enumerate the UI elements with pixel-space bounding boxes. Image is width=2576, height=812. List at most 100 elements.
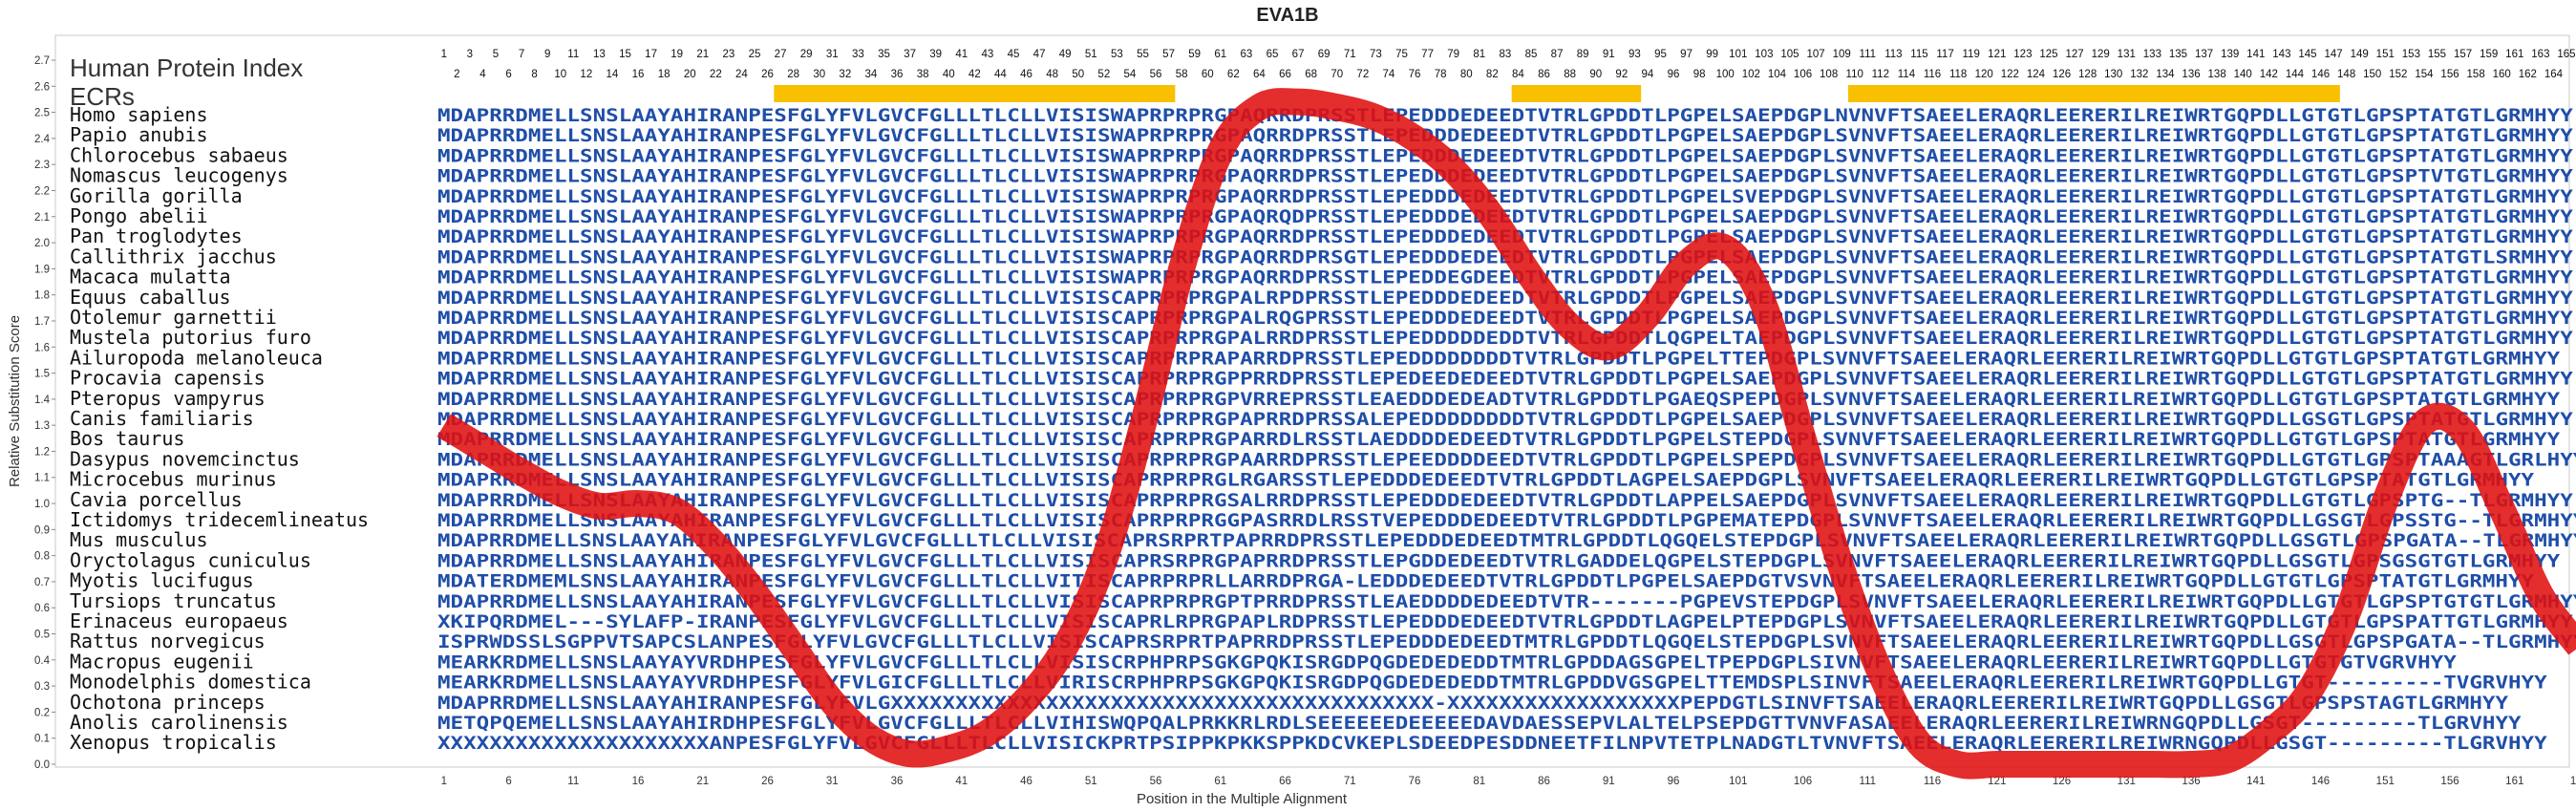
x-axis-label: Position in the Multiple Alignment — [1137, 791, 1348, 807]
x-tick-label: 161 — [2505, 776, 2523, 787]
top-number: 10 — [554, 69, 566, 80]
sequence-row: MDATERDMEMLSNSLAAYAHIRANPESFGLYFVLGVCFGL… — [437, 572, 2535, 592]
x-tick-label: 91 — [1603, 776, 1615, 787]
top-number: 73 — [1370, 49, 1382, 60]
score-line — [436, 88, 2576, 780]
species-label: Erinaceus europaeus — [70, 609, 288, 632]
sequence-row: MDAPRRDMELLSNSLAAYAHIRANPESFGLYFVLGVCFGL… — [437, 471, 2535, 491]
top-number: 50 — [1072, 69, 1084, 80]
species-label: Mus musculus — [70, 528, 208, 551]
top-number: 149 — [2351, 49, 2369, 60]
y-tick-label: 1.7 — [34, 316, 50, 328]
x-tick-label: 111 — [1860, 776, 1876, 787]
x-tick-label: 46 — [1020, 776, 1033, 787]
y-tick-label: 2.3 — [34, 160, 50, 171]
y-tick-label: 1.5 — [34, 369, 50, 380]
x-tick-label: 66 — [1279, 776, 1291, 787]
x-tick-label: 131 — [2118, 776, 2136, 787]
top-number: 147 — [2324, 49, 2342, 60]
y-tick-label: 1.9 — [34, 264, 50, 275]
sequence-row: MDAPRRDMELLSNSLAAYAHIRANPESFGLYFVLGVCFGL… — [437, 167, 2574, 187]
top-number: 9 — [544, 49, 550, 60]
y-tick-label: 2.4 — [34, 134, 51, 145]
top-number: 108 — [1820, 69, 1838, 80]
top-number: 54 — [1124, 69, 1137, 80]
y-tick-label: 1.4 — [34, 395, 51, 406]
top-number: 133 — [2143, 49, 2161, 60]
top-number: 66 — [1279, 69, 1291, 80]
sequence-row: METQPQEMELLSNSLAAYAHIRDHPESFGLYFVLGVCFGL… — [437, 714, 2523, 734]
top-number: 34 — [865, 69, 878, 80]
top-number: 159 — [2480, 49, 2498, 60]
x-tick-label: 61 — [1214, 776, 1226, 787]
top-number: 27 — [775, 49, 787, 60]
sequence-row: MDAPRRDMELLSNSLAAYAHIRANPESFGLYFVLGVCFGL… — [437, 491, 2574, 511]
sequence-row: MDAPRRDMELLSNSLAAYAHIRANPESFGLYFVLGXXXXX… — [437, 694, 2509, 714]
top-number: 138 — [2208, 69, 2226, 80]
top-number: 17 — [645, 49, 657, 60]
top-number: 51 — [1085, 49, 1097, 60]
top-number: 61 — [1214, 49, 1226, 60]
top-number: 30 — [813, 69, 825, 80]
top-number: 106 — [1794, 69, 1812, 80]
top-number: 81 — [1473, 49, 1485, 60]
top-number: 60 — [1202, 69, 1214, 80]
top-number: 64 — [1253, 69, 1266, 80]
sequence-row: MDAPRRDMELLSNSLAAYAHIRANPESFGLYFVLGVCFGL… — [437, 146, 2574, 166]
top-number: 76 — [1409, 69, 1421, 80]
top-number: 84 — [1512, 69, 1524, 80]
top-number: 80 — [1460, 69, 1473, 80]
sequence-row: MDAPRRDMELLSNSLAAYAHIRANPESFGLYFVLGVCFGL… — [437, 450, 2576, 470]
top-position-numbers: 1 3 5 7 9 11 13 15 17 19 21 23 25 27 29 31 33 35 37 39 41 43 4… — [441, 49, 2576, 80]
x-tick-label: 76 — [1409, 776, 1421, 787]
sequence-row: MDAPRRDMELLSNSLAAYAHIRANPESFGLYFVLGVCFGL… — [437, 106, 2574, 126]
top-number: 47 — [1033, 49, 1046, 60]
top-number: 63 — [1240, 49, 1252, 60]
species-label: Tursiops truncatus — [70, 589, 277, 612]
x-tick-label: 156 — [2440, 776, 2459, 787]
top-number: 141 — [2246, 49, 2265, 60]
top-number: 4 — [479, 69, 486, 80]
y-tick-label: 0.3 — [34, 681, 50, 693]
x-tick-label: 136 — [2182, 776, 2200, 787]
species-label: Canis familiaris — [70, 407, 254, 430]
top-number: 70 — [1331, 69, 1343, 80]
top-number: 77 — [1421, 49, 1434, 60]
sequence-row: MDAPRRDMELLSNSLAAYAHIRANPESFGLYFVLGVCFGL… — [437, 329, 2574, 349]
top-number: 95 — [1654, 49, 1667, 60]
ecr-bar — [1511, 85, 1642, 102]
top-number: 42 — [969, 69, 981, 80]
top-number: 144 — [2286, 69, 2305, 80]
top-number: 67 — [1292, 49, 1305, 60]
top-number: 86 — [1538, 69, 1550, 80]
top-number: 37 — [904, 49, 916, 60]
x-tick-label: 21 — [696, 776, 709, 787]
top-number: 8 — [531, 69, 537, 80]
top-number: 62 — [1227, 69, 1240, 80]
top-number: 89 — [1577, 49, 1589, 60]
x-tick-label: 31 — [826, 776, 839, 787]
species-label: Pan troglodytes — [70, 224, 243, 247]
top-number: 56 — [1150, 69, 1162, 80]
x-tick-label: 51 — [1085, 776, 1097, 787]
x-tick-label: 121 — [1988, 776, 2006, 787]
y-tick-label: 2.1 — [34, 212, 50, 224]
y-tick-label: 0.8 — [34, 551, 50, 563]
top-number: 130 — [2104, 69, 2122, 80]
y-tick-label: 2.5 — [34, 108, 50, 119]
top-number: 5 — [493, 49, 499, 60]
species-label: Oryctolagus cuniculus — [70, 548, 311, 571]
sequence-row: MEARKRDMELLSNSLAAYAYVRDHPESFGLYFVLGICFGL… — [437, 673, 2548, 694]
species-label: Bos taurus — [70, 427, 184, 450]
x-tick-label: 56 — [1150, 776, 1162, 787]
y-tick-label: 1.3 — [34, 420, 50, 432]
y-tick-label: 0.1 — [34, 734, 50, 745]
top-number: 128 — [2078, 69, 2097, 80]
top-number: 142 — [2260, 69, 2278, 80]
top-number: 6 — [505, 69, 511, 80]
ecr-bars — [774, 85, 2340, 102]
top-number: 157 — [2454, 49, 2472, 60]
species-label: Pongo abelii — [70, 204, 208, 227]
x-tick-label: 116 — [1924, 776, 1941, 787]
